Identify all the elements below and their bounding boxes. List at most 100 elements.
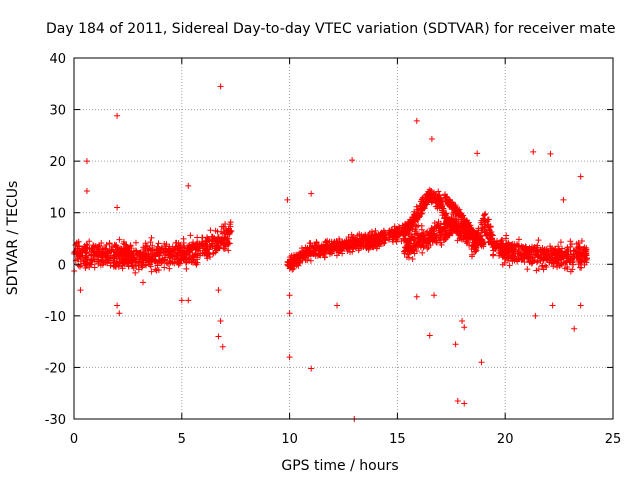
data-point (434, 193, 441, 200)
data-point (166, 252, 173, 259)
data-point (533, 259, 540, 266)
data-point (75, 255, 82, 262)
data-point (82, 248, 89, 255)
data-point (423, 192, 430, 199)
outlier-point (286, 292, 293, 299)
x-tick-label: 0 (70, 432, 78, 447)
data-point (116, 236, 123, 243)
data-point (508, 241, 515, 248)
outlier-point (571, 325, 578, 332)
data-point (146, 253, 153, 260)
data-point (392, 236, 399, 243)
data-point (102, 259, 109, 266)
data-point (570, 261, 577, 268)
data-point (217, 238, 224, 245)
data-point (534, 252, 541, 259)
data-point (312, 242, 319, 249)
data-point (143, 257, 150, 264)
data-point (101, 246, 108, 253)
data-point (86, 238, 93, 245)
y-tick-label: -20 (45, 361, 66, 376)
data-point (288, 257, 295, 264)
data-point (402, 232, 409, 239)
data-point (227, 219, 234, 226)
data-points (71, 83, 591, 422)
data-point (313, 240, 320, 247)
data-point (318, 245, 325, 252)
data-point (98, 240, 105, 247)
data-point (206, 235, 213, 242)
outlier-point (308, 190, 315, 197)
data-point (444, 230, 451, 237)
data-point (480, 217, 487, 224)
data-point (410, 243, 417, 250)
data-point (222, 235, 229, 242)
x-tick-label: 5 (178, 432, 186, 447)
data-point (166, 243, 173, 250)
data-point (150, 252, 157, 259)
data-point (106, 240, 113, 247)
data-point (333, 252, 340, 259)
data-point (169, 254, 176, 261)
data-point (453, 228, 460, 235)
data-point (172, 239, 179, 246)
y-tick-label: -30 (45, 413, 66, 428)
data-point (302, 257, 309, 264)
y-tick-label: 0 (58, 258, 66, 273)
data-point (88, 261, 95, 268)
x-tick-label: 15 (389, 432, 406, 447)
data-point (484, 216, 491, 223)
data-point (473, 235, 480, 242)
outlier-point (549, 302, 556, 309)
outlier-point (308, 365, 315, 372)
data-point (152, 258, 159, 265)
data-point (345, 234, 352, 241)
outlier-point (478, 359, 485, 366)
data-point (511, 257, 518, 264)
outlier-point (532, 312, 539, 319)
data-point (405, 254, 412, 261)
data-point (458, 236, 465, 243)
data-point (386, 230, 393, 237)
data-point (95, 243, 102, 250)
data-point (137, 249, 144, 256)
data-point (119, 256, 126, 263)
data-point (468, 228, 475, 235)
data-point (451, 217, 458, 224)
data-point (418, 196, 425, 203)
data-point (193, 252, 200, 259)
data-point (330, 248, 337, 255)
outlier-point (349, 157, 356, 164)
data-point (411, 228, 418, 235)
data-point (413, 210, 420, 217)
outlier-point (426, 332, 433, 339)
y-tick-label: 20 (49, 155, 66, 170)
data-point (152, 266, 159, 273)
data-point (498, 237, 505, 244)
data-point (503, 247, 510, 254)
data-point (414, 216, 421, 223)
data-point (74, 245, 81, 252)
data-point (514, 256, 521, 263)
data-point (355, 241, 362, 248)
data-point (348, 231, 355, 238)
data-point (574, 244, 581, 251)
data-point (116, 249, 123, 256)
data-point (445, 216, 452, 223)
data-point (181, 251, 188, 258)
data-point (397, 227, 404, 234)
data-point (432, 234, 439, 241)
data-point (482, 210, 489, 217)
data-point (102, 245, 109, 252)
outlier-point (428, 135, 435, 142)
data-point (445, 199, 452, 206)
data-point (193, 240, 200, 247)
data-point (207, 243, 214, 250)
data-point (559, 253, 566, 260)
data-point (511, 246, 518, 253)
data-point (147, 239, 154, 246)
data-point (424, 239, 431, 246)
data-point (82, 262, 89, 269)
data-point (462, 222, 469, 229)
